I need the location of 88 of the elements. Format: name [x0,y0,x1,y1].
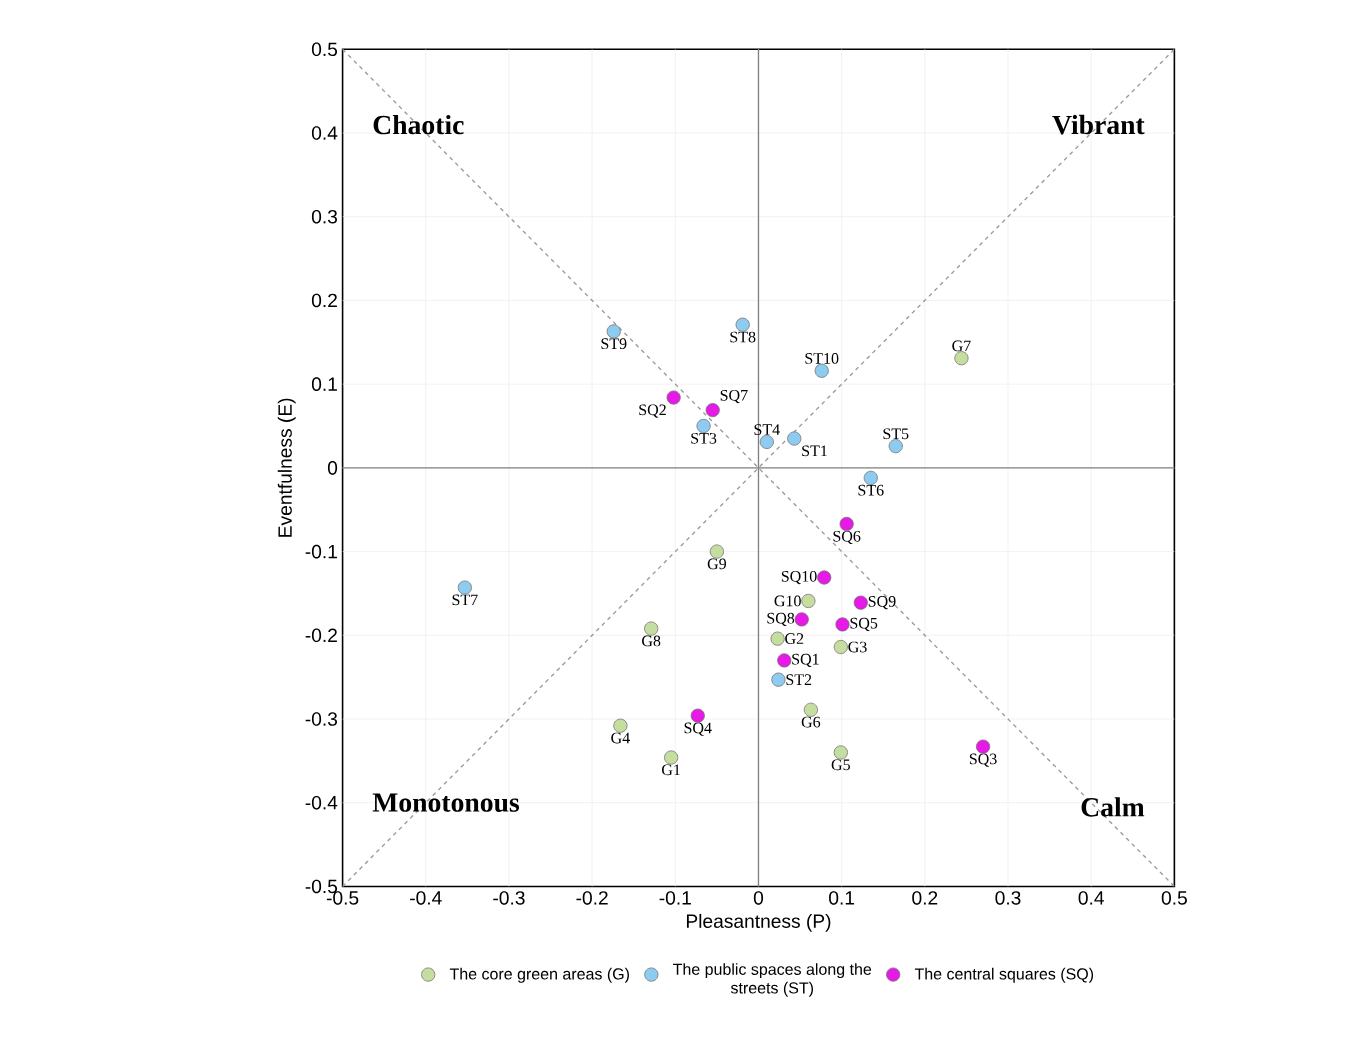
annotation: G1 [662,764,680,776]
point [777,653,792,668]
y-tick-label: -0.1 [305,544,337,559]
point [976,739,991,754]
annotation: ST10 [805,353,839,364]
x-tick-label: 0.5 [1161,891,1187,905]
annotation: SQ8 [767,612,795,627]
x-tick-label: -0.3 [493,891,525,905]
point [709,544,724,559]
x-axis-title: Pleasantness (P) [686,914,831,932]
point [801,594,816,609]
annotation: ST8 [730,331,756,343]
point [690,708,705,723]
y-tick-label: 0.5 [311,42,338,57]
point [888,439,903,454]
y-tick-label: -0.4 [305,796,338,810]
point [613,718,628,733]
point [803,702,818,717]
x-tick-label: -0.1 [659,891,691,905]
point [839,517,854,532]
point [735,317,750,332]
x-tick-label: 0.1 [829,891,855,905]
annotation: ST6 [858,484,884,496]
x-tick-label: 0.2 [912,891,938,905]
y-tick-label: 0.2 [311,293,337,308]
annotation: ST2 [786,674,812,686]
annotation: SQ10 [781,571,817,585]
point [794,612,809,627]
x-tick-label: 0 [753,891,764,905]
point [759,434,774,450]
point [954,351,969,366]
annotation: Calm [1081,797,1145,817]
annotation: G4 [611,732,630,744]
annotation: G7 [952,340,971,352]
annotation: G9 [707,558,727,570]
legend-label: The core green areas (G) [449,968,629,983]
point [644,621,659,636]
y-axis-title: Eventfulness (E) [277,398,296,537]
y-tick-label: 0 [327,461,338,475]
point [814,363,829,378]
y-tick-label: -0.2 [305,628,337,643]
annotation: SQ6 [833,531,861,545]
y-tick-label: -0.3 [305,712,338,726]
annotation: ST4 [754,424,780,436]
point [770,631,785,646]
annotation: ST7 [452,594,478,606]
annotation: G5 [831,759,850,771]
x-tick-label: -0.2 [576,891,608,905]
legend-label: The public spaces along the streets (ST) [673,963,872,997]
point [835,617,850,632]
annotation: G6 [801,716,821,728]
annotation: SQ9 [868,596,896,610]
x-tick-label: 0.4 [1078,891,1104,905]
annotation: SQ4 [684,722,712,736]
annotation: G2 [785,633,804,645]
point [606,324,621,339]
point [787,431,802,446]
annotation: G8 [642,635,661,647]
point [771,672,786,687]
annotation: SQ7 [720,390,748,404]
point [457,580,472,595]
legend-label: The central squares (SQ) [914,968,1094,983]
annotation: Vibrant [1052,114,1145,135]
annotation: ST5 [883,428,909,440]
annotation: SQ1 [792,653,819,668]
annotation: G10 [774,595,801,607]
annotation: SQ2 [639,404,666,418]
point [833,745,848,760]
point [853,595,868,610]
annotation: Monotonous [372,793,520,813]
x-tick-label: -0.4 [410,891,442,905]
annotation: ST3 [691,433,717,444]
annotation: G3 [848,641,867,653]
annotation: SQ3 [969,753,997,767]
x-tick-label: 0.3 [995,891,1021,905]
y-tick-label: 0.1 [311,377,337,392]
annotation: SQ5 [850,617,878,632]
y-tick-label: 0.3 [311,210,338,224]
point [696,419,711,434]
point [833,640,848,655]
point [666,390,681,405]
point [705,403,720,418]
y-tick-label: 0.4 [311,126,338,140]
point [664,750,679,765]
annotation: ST9 [601,338,627,350]
annotation: Chaotic [373,115,464,135]
point [817,570,832,585]
annotation: ST1 [802,445,827,457]
